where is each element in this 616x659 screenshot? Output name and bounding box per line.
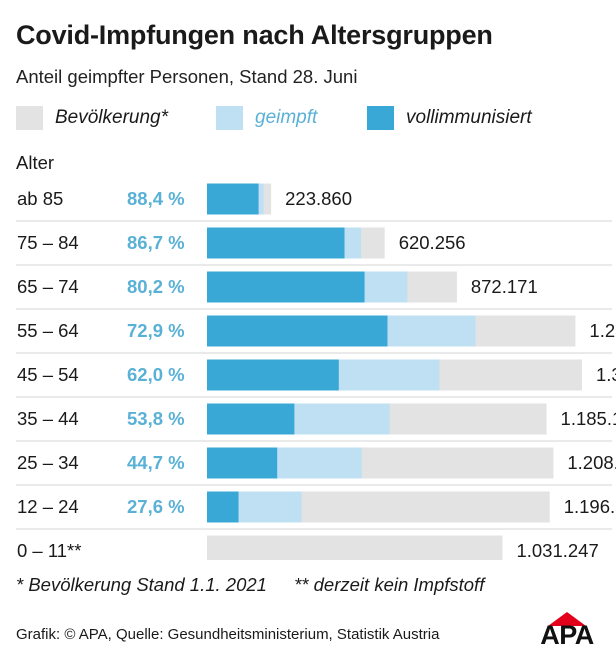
legend-item-population: Bevölkerung* [16,105,168,131]
legend-label-population: Bevölkerung* [55,107,169,128]
category-label: 55 – 64 [17,320,79,341]
bar-population [207,535,503,560]
category-label: ab 85 [17,188,63,209]
chart-title: Covid-Impfungen nach Altersgruppen [16,20,493,50]
legend-swatch-vaccinated [216,106,243,130]
category-label: 35 – 44 [17,408,79,429]
bar-fully-immunized [207,403,295,435]
bar-fully-immunized [207,271,365,303]
legend-item-fully-immunized: vollimmunisiert [367,105,532,131]
legend: Bevölkerung* geimpft vollimmunisiert [0,105,616,131]
footnote-population: * Bevölkerung Stand 1.1. 2021 [16,574,267,595]
footnotes: * Bevölkerung Stand 1.1. 2021 ** derzeit… [16,574,484,596]
percent-label: 27,6 % [127,496,185,517]
percent-label: 88,4 % [127,188,185,209]
bar-fully-immunized [207,359,339,391]
category-label: 75 – 84 [17,232,79,253]
population-value-label: 1.185.121 [561,408,616,429]
source-credit: Grafik: © APA, Quelle: Gesundheitsminist… [16,626,440,643]
population-value-label: 1.196.223 [564,496,616,517]
percent-label: 72,9 % [127,320,185,341]
population-value-label: 1.031.247 [516,540,598,560]
legend-label-fully-immunized: vollimmunisiert [406,107,532,128]
chart-subtitle: Anteil geimpfter Personen, Stand 28. Jun… [16,66,358,87]
category-label: 12 – 24 [17,496,79,517]
legend-swatch-population [16,106,43,130]
age-axis-label: Alter [16,152,55,173]
population-value-label: 872.171 [471,276,538,297]
bar-fully-immunized [207,227,345,259]
bar-fully-immunized [207,315,388,347]
population-value-label: 1.308.912 [596,364,616,385]
percent-label: 62,0 % [127,364,185,385]
legend-label-vaccinated: geimpft [255,107,318,128]
percent-label: 44,7 % [127,452,185,473]
footnote-no-vaccine: ** derzeit kein Impfstoff [294,574,485,595]
category-label: 0 – 11** [17,540,81,560]
apa-logo-mark [548,612,586,626]
category-label: 65 – 74 [17,276,79,297]
population-value-label: 223.860 [285,188,352,209]
percent-label: 53,8 % [127,408,185,429]
apa-logo-text: APA [540,620,594,650]
percent-label: 80,2 % [127,276,185,297]
legend-swatch-fully-immunized [367,106,394,130]
category-label: 45 – 54 [17,364,79,385]
population-value-label: 620.256 [399,232,466,253]
bar-fully-immunized [207,447,278,479]
legend-item-vaccinated: geimpft [216,105,317,131]
population-value-label: 1.285.913 [589,320,616,341]
apa-logo: APA [530,612,604,650]
bar-fully-immunized [207,183,259,215]
percent-label: 86,7 % [127,232,185,253]
bar-fully-immunized [207,491,239,523]
category-label: 25 – 34 [17,452,79,473]
bar-chart: ab 85 88,4 % 223.860 75 – 84 86,7 % 620.256 65… [16,183,616,560]
population-value-label: 1.208.961 [567,452,616,473]
